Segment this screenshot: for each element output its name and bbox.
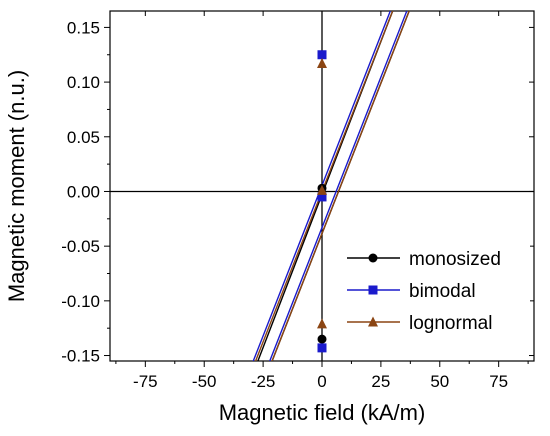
y-axis: 0.15 0.10 0.05 0.00 -0.05 -0.10 -0.15: [61, 18, 534, 366]
legend-marker-monosized: [368, 253, 378, 263]
monosized-point: [317, 334, 327, 344]
x-tick-label: 0: [317, 372, 326, 391]
y-tick-label: -0.05: [61, 237, 100, 256]
legend-label-monosized: monosized: [409, 249, 501, 270]
bimodal-point: [317, 192, 327, 202]
bimodal-branch-line: [268, 11, 408, 361]
y-tick-label: -0.15: [61, 347, 100, 366]
legend-marker-lognormal: [368, 316, 378, 327]
bimodal-point: [317, 50, 327, 60]
x-tick-label: -50: [192, 372, 217, 391]
series-points: [317, 50, 327, 353]
lognormal-point: [317, 184, 327, 195]
x-tick-label: -75: [133, 372, 158, 391]
y-tick-label: -0.10: [61, 292, 100, 311]
x-axis-title: Magnetic field (kA/m): [219, 400, 426, 425]
x-tick-label: 75: [489, 372, 508, 391]
x-tick-label: 50: [430, 372, 449, 391]
y-tick-label: 0.10: [67, 73, 100, 92]
lognormal-branch-line: [271, 11, 410, 361]
y-axis-title: Magnetic moment (n.u.): [4, 70, 29, 302]
bimodal-point: [317, 343, 327, 353]
x-tick-label: 25: [371, 372, 390, 391]
legend-marker-bimodal: [368, 285, 378, 295]
lognormal-point: [317, 318, 327, 329]
legend: monosized bimodal lognormal: [340, 236, 530, 340]
lognormal-point: [317, 58, 327, 68]
y-tick-label: 0.15: [67, 18, 100, 37]
y-tick-label: 0.00: [67, 182, 100, 201]
legend-label-lognormal: lognormal: [409, 313, 492, 334]
x-axis: -75 -50 -25 0 25 50 75: [115, 11, 529, 391]
x-tick-label: -25: [251, 372, 276, 391]
y-tick-label: 0.05: [67, 128, 100, 147]
legend-label-bimodal: bimodal: [409, 281, 476, 302]
